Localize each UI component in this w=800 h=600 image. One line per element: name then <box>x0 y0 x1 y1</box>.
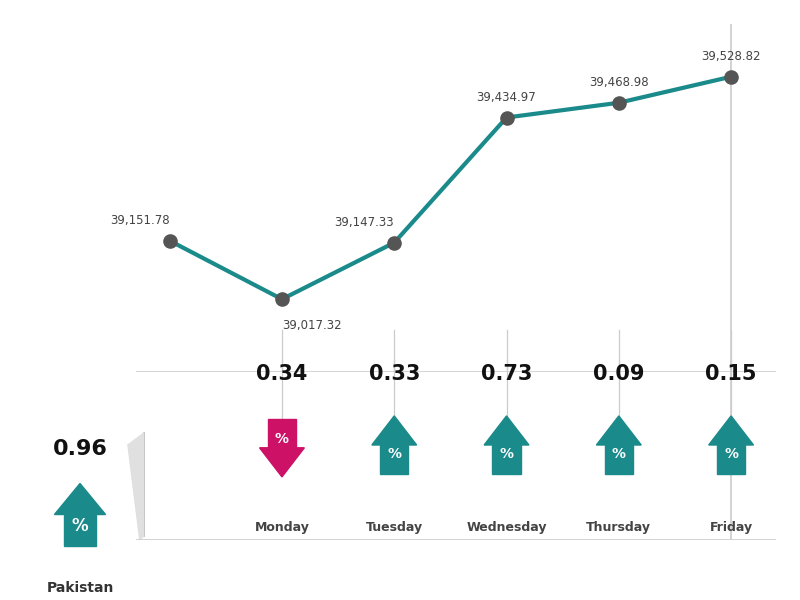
Polygon shape <box>259 448 304 477</box>
Text: 0.73: 0.73 <box>481 364 532 385</box>
Text: 0.15: 0.15 <box>706 364 757 385</box>
Text: 0.34: 0.34 <box>256 364 308 385</box>
Text: %: % <box>724 446 738 461</box>
Text: %: % <box>499 446 514 461</box>
Point <box>163 236 176 245</box>
Text: 39,468.98: 39,468.98 <box>589 76 649 89</box>
Text: Monday: Monday <box>254 521 310 534</box>
Polygon shape <box>605 445 633 474</box>
Polygon shape <box>596 416 642 445</box>
Text: 0.96: 0.96 <box>53 439 107 459</box>
Text: Tuesday: Tuesday <box>366 521 423 534</box>
Point <box>613 98 626 107</box>
Point <box>725 72 738 82</box>
Text: 39,528.82: 39,528.82 <box>702 50 761 63</box>
Point <box>500 113 513 122</box>
Text: 39,147.33: 39,147.33 <box>334 216 394 229</box>
Text: %: % <box>612 446 626 461</box>
Text: 39,151.78: 39,151.78 <box>110 214 170 227</box>
Text: Pakistan: Pakistan <box>46 581 114 595</box>
Polygon shape <box>372 416 417 445</box>
Polygon shape <box>717 445 745 474</box>
Polygon shape <box>484 416 529 445</box>
Text: 39,017.32: 39,017.32 <box>282 319 342 332</box>
Text: Thursday: Thursday <box>586 521 651 534</box>
Text: Wednesday: Wednesday <box>466 521 546 534</box>
Polygon shape <box>64 515 96 545</box>
Polygon shape <box>268 419 296 448</box>
Polygon shape <box>380 445 408 474</box>
Polygon shape <box>54 484 106 515</box>
Point <box>388 238 401 247</box>
Text: 0.09: 0.09 <box>593 364 645 385</box>
Text: Friday: Friday <box>710 521 753 534</box>
Polygon shape <box>493 445 521 474</box>
Polygon shape <box>709 416 754 445</box>
Text: %: % <box>387 446 402 461</box>
Text: 0.33: 0.33 <box>369 364 420 385</box>
Text: %: % <box>275 432 289 446</box>
Text: %: % <box>72 517 88 535</box>
Text: 39,434.97: 39,434.97 <box>477 91 537 104</box>
Point <box>275 295 288 304</box>
